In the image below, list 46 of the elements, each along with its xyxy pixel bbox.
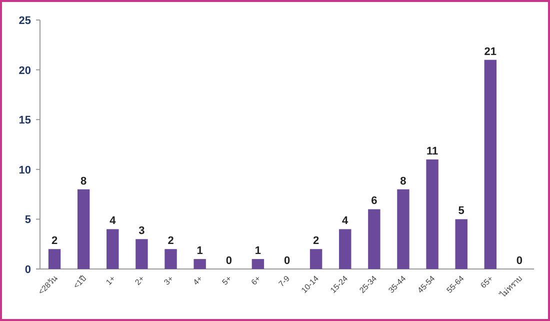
data-label: 5 — [458, 205, 464, 218]
data-label: 2 — [168, 235, 174, 248]
data-label: 4 — [110, 215, 117, 228]
bar — [136, 239, 148, 269]
data-label: 4 — [342, 215, 350, 228]
bar — [426, 159, 438, 269]
bar — [455, 219, 468, 269]
y-tick-label: 15 — [18, 114, 31, 127]
data-label: 3 — [138, 225, 145, 238]
x-tick-label: 3+ — [162, 274, 176, 287]
data-label: 0 — [226, 255, 232, 267]
y-tick-label: 0 — [24, 264, 31, 276]
data-label: 1 — [196, 245, 203, 258]
y-tick-label: 5 — [24, 214, 31, 226]
x-tick-label: 65+ — [478, 274, 496, 290]
data-label: 8 — [80, 175, 87, 188]
bar — [484, 60, 497, 269]
bar — [106, 229, 119, 269]
bar — [368, 209, 380, 269]
bar — [194, 259, 206, 269]
x-tick-label: 5+ — [220, 274, 234, 287]
bar — [310, 249, 322, 269]
x-tick-label: 2+ — [133, 274, 146, 287]
x-tick-label: 1+ — [104, 274, 118, 287]
data-label: 8 — [400, 175, 406, 188]
data-label: 1 — [254, 245, 262, 258]
bar — [48, 249, 61, 269]
data-label: 0 — [516, 255, 523, 267]
x-tick-label: 4+ — [191, 274, 204, 287]
bar — [339, 229, 352, 269]
x-tick-label: 6+ — [250, 274, 263, 287]
bar — [397, 189, 410, 269]
data-label: 11 — [426, 145, 438, 158]
x-tick-label: 7-9 — [276, 274, 292, 289]
bar — [252, 259, 264, 269]
bar — [164, 249, 177, 269]
y-tick-label: 20 — [18, 64, 31, 77]
y-tick-label: 10 — [18, 164, 31, 176]
data-label: 2 — [51, 235, 58, 248]
data-label: 21 — [484, 46, 497, 58]
bar — [77, 189, 90, 269]
data-label: 6 — [371, 195, 378, 208]
data-label: 0 — [284, 255, 290, 267]
data-label: 2 — [312, 235, 320, 248]
y-tick-label: 25 — [18, 15, 31, 27]
x-tick-label: <1ปี — [72, 274, 88, 290]
